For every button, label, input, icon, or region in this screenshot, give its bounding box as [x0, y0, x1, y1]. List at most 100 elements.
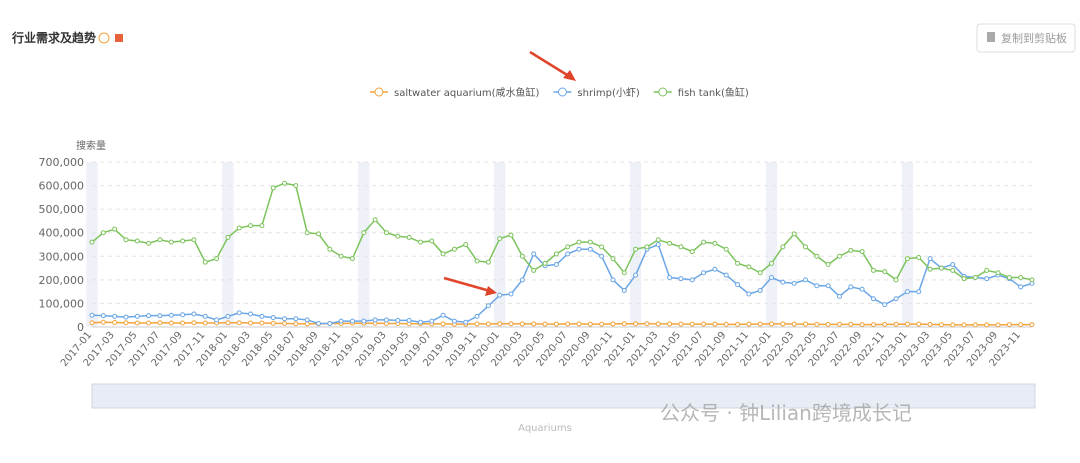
- data-point: [304, 317, 310, 323]
- data-point: [633, 246, 639, 252]
- data-point: [497, 236, 503, 242]
- data-point: [950, 262, 956, 268]
- data-point: [542, 321, 548, 327]
- data-point: [984, 267, 990, 273]
- data-point: [587, 321, 593, 327]
- data-point: [372, 317, 378, 323]
- annotation-arrow: [529, 50, 573, 80]
- data-point: [282, 320, 288, 326]
- data-point: [89, 312, 95, 318]
- data-point: [565, 244, 571, 250]
- data-point: [938, 322, 944, 328]
- data-point: [791, 231, 797, 237]
- data-point: [610, 256, 616, 262]
- data-point: [712, 321, 718, 327]
- data-point: [191, 320, 197, 326]
- data-point: [270, 320, 276, 326]
- data-point: [587, 239, 593, 245]
- data-point: [440, 251, 446, 257]
- data-point: [621, 270, 627, 276]
- copy-button-label[interactable]: 复制到剪贴板: [1001, 31, 1067, 45]
- data-point: [916, 321, 922, 327]
- data-point: [576, 321, 582, 327]
- data-point: [610, 277, 616, 283]
- zoom-slider[interactable]: [91, 383, 1036, 409]
- data-point: [576, 246, 582, 252]
- data-point: [746, 291, 752, 297]
- video-icon[interactable]: [115, 34, 123, 42]
- data-point: [621, 321, 627, 327]
- data-point: [678, 244, 684, 250]
- data-point: [361, 318, 367, 324]
- data-point: [463, 242, 469, 247]
- data-point: [984, 322, 990, 328]
- data-point: [293, 183, 299, 189]
- data-point: [689, 249, 695, 255]
- data-point: [191, 237, 197, 243]
- data-point: [882, 302, 888, 308]
- y-tick-label: 700,000: [39, 156, 85, 169]
- y-tick-label: 100,000: [39, 297, 85, 310]
- data-point: [157, 313, 163, 319]
- data-point: [168, 312, 174, 318]
- data-point: [757, 270, 763, 276]
- data-point: [112, 313, 118, 319]
- data-point: [440, 321, 446, 327]
- data-point: [735, 321, 741, 327]
- data-point: [157, 320, 163, 326]
- data-point: [610, 321, 616, 327]
- data-point: [327, 320, 333, 326]
- data-point: [508, 291, 514, 297]
- data-point: [553, 262, 559, 268]
- data-point: [836, 253, 842, 259]
- data-point: [202, 320, 208, 326]
- data-point: [859, 322, 865, 328]
- data-point: [757, 321, 763, 327]
- data-point: [735, 260, 741, 266]
- copy-button[interactable]: [976, 23, 1076, 53]
- data-point: [621, 287, 627, 293]
- data-point: [112, 226, 118, 232]
- data-point: [293, 316, 299, 322]
- help-icon[interactable]: [98, 32, 110, 44]
- period-band: [358, 162, 370, 327]
- data-point: [644, 321, 650, 327]
- copy-icon: [987, 32, 995, 42]
- data-point: [961, 322, 967, 328]
- data-point: [236, 225, 242, 231]
- data-point: [406, 234, 412, 240]
- data-point: [870, 296, 876, 302]
- legend-label: fish tank(鱼缸): [678, 86, 749, 99]
- data-point: [712, 240, 718, 246]
- data-point: [451, 246, 457, 252]
- data-point: [100, 230, 106, 236]
- data-point: [270, 185, 276, 191]
- data-point: [893, 321, 899, 327]
- data-point: [916, 254, 922, 260]
- data-point: [882, 269, 888, 275]
- period-band: [629, 162, 642, 327]
- period-band: [494, 162, 506, 327]
- data-point: [667, 321, 673, 327]
- data-point: [383, 230, 389, 236]
- data-point: [134, 320, 140, 326]
- data-point: [157, 237, 163, 243]
- data-point: [938, 265, 944, 271]
- data-point: [712, 266, 718, 272]
- data-point: [927, 321, 933, 327]
- data-point: [780, 279, 786, 285]
- data-point: [259, 223, 265, 229]
- legend-label: saltwater aquarium(咸水鱼缸): [394, 86, 540, 99]
- data-point: [508, 232, 514, 238]
- legend-marker: [374, 87, 384, 97]
- data-point: [497, 292, 503, 298]
- data-point: [814, 253, 820, 259]
- data-point: [780, 321, 786, 327]
- data-point: [701, 270, 707, 276]
- data-point: [802, 277, 808, 283]
- data-point: [769, 321, 775, 327]
- data-point: [327, 246, 333, 252]
- data-point: [508, 321, 514, 327]
- data-point: [701, 321, 707, 327]
- data-point: [372, 217, 378, 223]
